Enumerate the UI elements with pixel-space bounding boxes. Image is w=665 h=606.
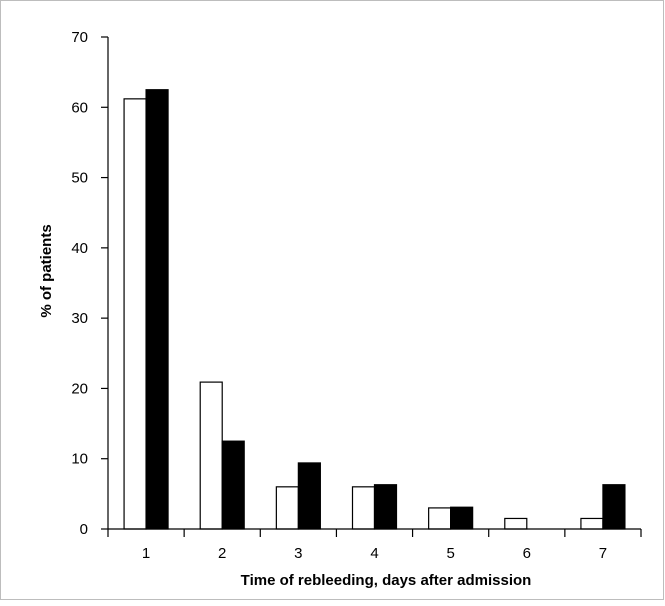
bar-series-1-cat-2 [199,381,223,530]
x-axis-title: Time of rebleeding, days after admission [241,572,532,589]
y-tick-label: 10 [71,451,88,468]
bar-series-2-cat-1 [145,89,169,530]
bar-series-1-cat-7 [580,517,604,530]
x-tick-label: 3 [294,545,302,562]
y-tick-label: 60 [71,99,88,116]
x-tick-label: 1 [142,545,150,562]
y-tick-label: 70 [71,29,88,46]
y-axis-ticks: 0 10 20 30 40 50 60 70 [71,29,108,538]
bar-series-1-cat-1 [123,98,147,530]
bar-series-2-cat-4 [373,484,398,530]
y-tick-label: 50 [71,170,88,187]
y-tick-label: 30 [71,310,88,327]
bar-series-1-cat-6 [504,517,528,530]
x-tick-label: 6 [523,545,531,562]
x-tick-label: 5 [446,545,454,562]
x-tick-label: 2 [218,545,226,562]
bars-layer [123,89,626,530]
y-tick-label: 0 [80,521,88,538]
x-axis-ticks: 1 2 3 4 5 6 7 [107,529,642,562]
y-tick-label: 40 [71,240,88,257]
bar-series-2-cat-5 [450,506,474,530]
bar-series-1-cat-5 [428,507,452,530]
y-axis-title: % of patients [38,224,55,317]
y-tick-label: 20 [71,380,88,397]
bar-series-2-cat-7 [602,484,626,530]
bar-series-1-cat-4 [351,486,376,530]
x-tick-label: 4 [370,545,378,562]
x-tick-label: 7 [599,545,607,562]
bar-series-2-cat-3 [297,462,321,530]
bar-series-1-cat-3 [275,486,299,530]
bar-series-2-cat-2 [221,440,245,530]
